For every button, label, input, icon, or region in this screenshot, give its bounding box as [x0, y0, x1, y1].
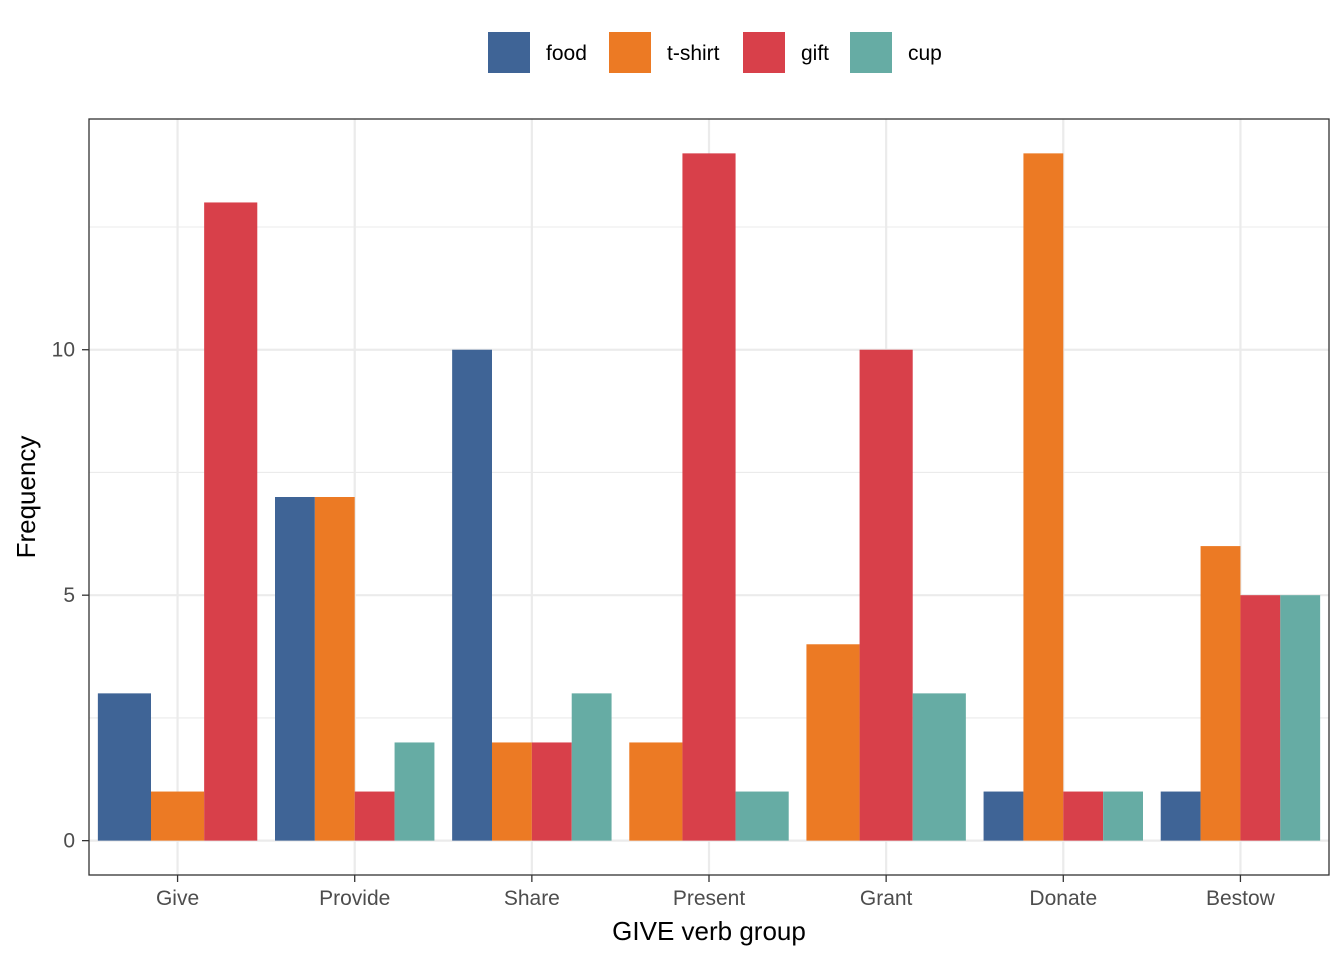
x-tick-label-bestow: Bestow [1206, 887, 1276, 910]
x-tick-label-donate: Donate [1029, 887, 1097, 910]
bar-gift-give [204, 202, 258, 841]
bar-t-shirt-donate [1023, 153, 1064, 841]
legend-label: food [546, 42, 587, 65]
legend-swatch [609, 32, 651, 73]
x-tick-label-grant: Grant [860, 887, 913, 910]
x-tick-label-present: Present [673, 887, 746, 910]
legend-label: cup [908, 42, 942, 65]
legend-item-food: food [488, 32, 587, 73]
y-tick-label: 0 [63, 830, 75, 853]
bar-t-shirt-grant [806, 644, 860, 841]
bar-cup-provide [394, 742, 435, 841]
x-tick-label-share: Share [504, 887, 560, 910]
bar-food-provide [275, 497, 315, 841]
y-tick-label: 10 [52, 339, 75, 362]
x-tick-label-provide: Provide [319, 887, 390, 910]
x-tick-label-give: Give [156, 887, 199, 910]
bar-gift-grant [859, 349, 913, 841]
bar-cup-bestow [1280, 595, 1321, 841]
bar-gift-bestow [1240, 595, 1281, 841]
bar-food-donate [983, 791, 1024, 841]
legend-swatch [488, 32, 530, 73]
bar-t-shirt-present [629, 742, 683, 841]
bar-food-share [452, 349, 492, 841]
legend-label: t-shirt [667, 42, 720, 65]
legend-swatch [743, 32, 785, 73]
legend-swatch [850, 32, 892, 73]
bar-food-bestow [1160, 791, 1201, 841]
legend: food t-shirt gift cup [488, 32, 942, 73]
bar-gift-provide [354, 791, 395, 841]
bar-t-shirt-provide [314, 497, 355, 841]
bar-cup-grant [912, 693, 966, 841]
legend-label: gift [801, 42, 829, 65]
y-axis-title: Frequency [11, 436, 41, 559]
bar-t-shirt-share [492, 742, 532, 841]
bar-cup-donate [1103, 791, 1143, 841]
bar-t-shirt-bestow [1200, 546, 1241, 841]
bar-t-shirt-give [151, 791, 205, 841]
x-axis: Give Provide Share Present Grant Donate Bestow [156, 875, 1276, 910]
bars [97, 153, 1321, 841]
x-axis-title: GIVE verb group [612, 916, 806, 946]
bar-gift-donate [1063, 791, 1104, 841]
bar-cup-present [735, 791, 789, 841]
y-axis: 0 5 10 [52, 339, 89, 853]
legend-item-t-shirt: t-shirt [609, 32, 720, 73]
legend-item-gift: gift [743, 32, 829, 73]
legend-item-cup: cup [850, 32, 942, 73]
bar-gift-present [682, 153, 736, 841]
bar-gift-share [531, 742, 572, 841]
y-tick-label: 5 [63, 584, 75, 607]
bar-cup-share [571, 693, 612, 841]
bar-food-give [97, 693, 151, 841]
